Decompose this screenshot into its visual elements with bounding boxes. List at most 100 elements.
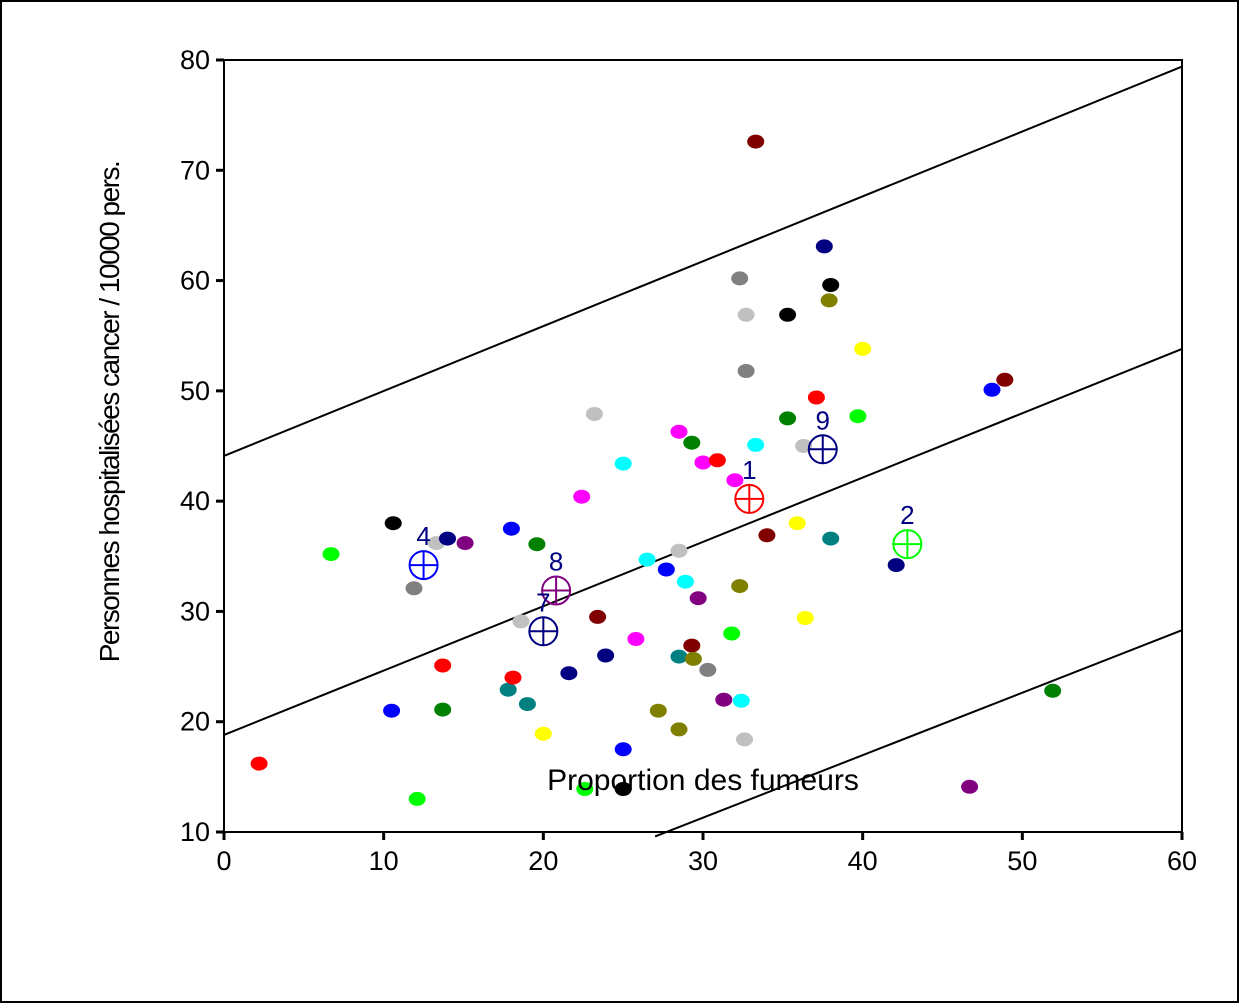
x-tick-label: 30 xyxy=(688,846,718,876)
y-axis: 10 20 30 40 50 60 70 80 xyxy=(180,45,224,847)
x-tick-label: 50 xyxy=(1007,846,1037,876)
data-point xyxy=(737,307,755,322)
data-point xyxy=(499,682,517,697)
data-point xyxy=(649,703,667,718)
data-point xyxy=(820,293,838,308)
y-tick-label: 50 xyxy=(180,376,210,406)
data-point xyxy=(731,579,749,594)
x-axis: 0 10 20 30 40 50 60 xyxy=(216,832,1197,876)
data-point xyxy=(670,424,688,439)
data-point xyxy=(788,516,806,531)
data-point xyxy=(822,531,840,546)
data-point xyxy=(726,473,744,488)
data-point xyxy=(434,702,452,717)
regression-line xyxy=(223,347,1183,736)
data-point xyxy=(996,372,1014,387)
data-point xyxy=(676,574,694,589)
x-tick-label: 0 xyxy=(216,846,231,876)
highlighted-point-2: 2 xyxy=(892,500,923,560)
data-point xyxy=(961,779,979,794)
x-tick-label: 40 xyxy=(848,846,878,876)
data-point xyxy=(670,722,688,737)
data-point xyxy=(670,649,688,664)
highlight-label: 1 xyxy=(742,455,756,485)
data-point xyxy=(849,409,867,424)
x-axis-label: Proportion des fumeurs xyxy=(547,764,859,797)
y-tick-label: 70 xyxy=(180,155,210,185)
highlighted-point-1: 1 xyxy=(734,455,765,514)
data-point xyxy=(502,521,520,536)
y-tick-label: 60 xyxy=(180,266,210,296)
data-point xyxy=(807,390,825,405)
data-point xyxy=(758,528,776,543)
data-point xyxy=(887,558,905,573)
data-point xyxy=(683,435,701,450)
highlight-label: 9 xyxy=(816,405,830,435)
y-tick-label: 10 xyxy=(180,817,210,847)
highlight-label: 2 xyxy=(900,500,914,530)
data-point xyxy=(383,703,401,718)
data-point xyxy=(683,638,701,653)
highlighted-point-7: 7 xyxy=(528,587,559,647)
data-point xyxy=(528,537,546,552)
data-point xyxy=(597,648,615,663)
x-tick-label: 20 xyxy=(528,846,558,876)
data-point xyxy=(250,756,268,771)
data-point xyxy=(576,782,594,796)
data-point xyxy=(983,382,1001,397)
data-point xyxy=(854,341,872,356)
highlight-layer: 4 8 7 1 9 2 xyxy=(408,405,923,647)
data-point xyxy=(732,693,750,708)
data-point xyxy=(456,536,474,551)
data-point xyxy=(573,489,591,504)
y-axis-label: Personnes hospitalisées cancer / 10000 p… xyxy=(94,162,125,663)
upper-band-line xyxy=(223,65,1183,457)
y-tick-label: 80 xyxy=(180,45,210,75)
data-point xyxy=(638,552,656,567)
data-point xyxy=(560,666,578,681)
y-tick-label: 20 xyxy=(180,707,210,737)
data-point xyxy=(822,278,840,292)
data-point xyxy=(614,456,632,471)
data-point xyxy=(731,271,749,286)
highlight-label: 7 xyxy=(536,587,550,617)
data-point xyxy=(439,531,456,546)
data-point xyxy=(589,609,607,624)
data-point xyxy=(670,543,688,558)
y-tick-label: 40 xyxy=(180,486,210,516)
data-point xyxy=(585,407,603,421)
data-point xyxy=(747,134,765,149)
data-point xyxy=(779,307,797,322)
data-point xyxy=(723,626,741,641)
data-point xyxy=(699,662,717,677)
data-point xyxy=(689,591,707,606)
data-point xyxy=(518,697,536,712)
data-point xyxy=(614,782,632,796)
data-point xyxy=(747,437,765,452)
data-point xyxy=(1044,683,1062,698)
data-point xyxy=(708,453,726,468)
data-point xyxy=(614,742,632,757)
data-point xyxy=(684,651,702,666)
points-layer xyxy=(250,134,1062,806)
data-point xyxy=(534,726,552,741)
x-tick-label: 60 xyxy=(1167,846,1197,876)
highlight-label: 4 xyxy=(416,521,430,551)
data-point xyxy=(815,239,833,254)
lines-layer xyxy=(223,65,1183,838)
data-point xyxy=(405,581,423,596)
data-point xyxy=(796,611,814,625)
y-tick-label: 30 xyxy=(180,596,210,626)
x-tick-label: 10 xyxy=(369,846,399,876)
data-point xyxy=(504,670,522,685)
data-point xyxy=(512,614,530,629)
data-point xyxy=(737,364,755,378)
data-point xyxy=(736,732,753,747)
lower-band-line xyxy=(654,629,1183,838)
data-point xyxy=(384,516,402,531)
data-point xyxy=(627,632,645,646)
data-point xyxy=(657,562,675,577)
